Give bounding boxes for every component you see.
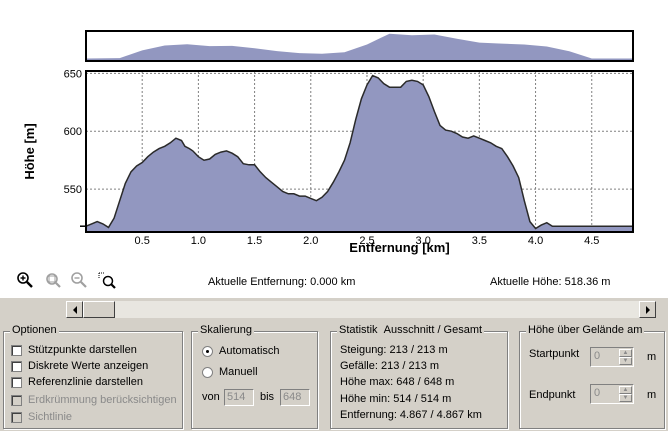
radio-label: Manuell xyxy=(219,366,258,378)
elevation-line xyxy=(85,74,633,230)
horizontal-scrollbar[interactable] xyxy=(66,301,656,318)
radio-automatic[interactable]: Automatisch xyxy=(202,345,280,357)
x-tick-label: 3.5 xyxy=(472,235,487,247)
y-axis-label: Höhe [m] xyxy=(22,123,37,179)
stat-hoehe-max: Höhe max: 648 / 648 m xyxy=(340,376,455,388)
start-point-spinner[interactable]: 0 ▲ ▼ xyxy=(590,347,634,367)
statistics-subtitle: Ausschnitt / Gesamt xyxy=(383,324,483,336)
end-point-value: 0 xyxy=(594,387,601,399)
checkbox-label: Diskrete Werte anzeigen xyxy=(28,360,149,372)
statistics-title: Statistik xyxy=(339,324,378,336)
scaling-group-title: Skalierung xyxy=(198,324,254,336)
y-tick-label: 600 xyxy=(64,126,82,138)
x-tick-label: 4.5 xyxy=(584,235,599,247)
checkbox-label: Referenzlinie darstellen xyxy=(28,376,143,388)
height-over-ground-group: Höhe über Gelände am Startpunkt 0 ▲ ▼ m E… xyxy=(519,324,665,429)
checkbox-sichtlinie: Sichtlinie xyxy=(11,411,72,423)
x-tick-label: 2.0 xyxy=(303,235,318,247)
checkbox-label: Erdkrümmung berücksichtigen xyxy=(28,394,177,406)
x-tick-label: 3.0 xyxy=(416,235,431,247)
end-unit-label: m xyxy=(647,389,657,401)
profile-chart-panel: 0.5 1.0 1.5 2.0 2.5 3.0 3.5 4.0 4.5 550 600 650 Entf… xyxy=(0,0,668,298)
x-tick-label: 4.0 xyxy=(528,235,543,247)
overview-chart[interactable] xyxy=(85,30,634,62)
checkbox-box xyxy=(11,411,22,423)
checkbox-diskrete-werte[interactable]: Diskrete Werte anzeigen xyxy=(11,360,148,372)
x-tick-label: 0.5 xyxy=(135,235,150,247)
radio-button[interactable] xyxy=(202,366,213,378)
zoom-window-icon[interactable] xyxy=(97,270,117,290)
spin-down-icon[interactable]: ▼ xyxy=(619,357,632,365)
stat-entfernung: Entfernung: 4.867 / 4.867 km xyxy=(340,409,482,421)
options-group: Optionen Stützpunkte darstellen Diskrete… xyxy=(3,324,183,429)
x-axis-label: Entfernung [km] xyxy=(349,240,449,255)
y-tick-label: 550 xyxy=(64,184,82,196)
start-point-label: Startpunkt xyxy=(529,348,580,360)
start-unit-label: m xyxy=(647,351,657,363)
main-chart[interactable]: 0.5 1.0 1.5 2.0 2.5 3.0 3.5 4.0 4.5 550 600 650 Entf… xyxy=(22,68,634,255)
from-input[interactable]: 514 xyxy=(224,389,254,406)
checkbox-stuetzpunkte[interactable]: Stützpunkte darstellen xyxy=(11,344,137,356)
statistics-group: Statistik Ausschnitt / Gesamt Steigung: … xyxy=(330,324,508,429)
options-group-title: Optionen xyxy=(10,324,59,336)
spin-up-icon[interactable]: ▲ xyxy=(619,386,632,394)
stat-hoehe-min: Höhe min: 514 / 514 m xyxy=(340,393,452,405)
spin-down-icon[interactable]: ▼ xyxy=(619,394,632,402)
from-label: von xyxy=(202,391,220,403)
end-point-label: Endpunkt xyxy=(529,389,576,401)
current-distance-label: Aktuelle Entfernung: 0.000 km xyxy=(208,276,356,288)
zoom-extent-icon[interactable] xyxy=(43,270,63,290)
radio-label: Automatisch xyxy=(219,345,280,357)
checkbox-box xyxy=(11,394,22,406)
checkbox-label: Stützpunkte darstellen xyxy=(28,344,137,356)
zoom-out-icon[interactable] xyxy=(69,270,89,290)
elevation-area xyxy=(86,75,633,232)
height-over-ground-title: Höhe über Gelände am xyxy=(526,324,645,336)
x-tick-label: 2.5 xyxy=(359,235,374,247)
checkbox-box[interactable] xyxy=(11,376,22,388)
scroll-thumb[interactable] xyxy=(83,301,115,318)
zoom-in-icon[interactable] xyxy=(15,270,35,290)
radio-button[interactable] xyxy=(202,345,213,357)
spin-up-icon[interactable]: ▲ xyxy=(619,349,632,357)
to-input[interactable]: 648 xyxy=(280,389,310,406)
scroll-left-button[interactable] xyxy=(66,301,83,318)
to-label: bis xyxy=(260,391,275,403)
y-tick-label: 650 xyxy=(64,68,82,80)
elevation-profile-chart[interactable]: 0.5 1.0 1.5 2.0 2.5 3.0 3.5 4.0 4.5 550 600 650 Entf… xyxy=(0,0,668,298)
stat-steigung: Steigung: 213 / 213 m xyxy=(340,344,448,356)
x-tick-label: 1.0 xyxy=(191,235,206,247)
checkbox-box[interactable] xyxy=(11,344,22,356)
overview-frame xyxy=(85,30,634,62)
checkbox-erdkruemmung: Erdkrümmung berücksichtigen xyxy=(11,394,177,406)
current-height-label: Aktuelle Höhe: 518.36 m xyxy=(490,276,611,288)
checkbox-referenzlinie[interactable]: Referenzlinie darstellen xyxy=(11,376,143,388)
x-tick-label: 1.5 xyxy=(247,235,262,247)
overview-area xyxy=(86,33,633,61)
scroll-right-button[interactable] xyxy=(639,301,656,318)
checkbox-box[interactable] xyxy=(11,360,22,372)
plot-frame xyxy=(85,70,634,233)
checkbox-label: Sichtlinie xyxy=(28,411,73,423)
start-point-value: 0 xyxy=(594,350,601,362)
statistics-group-title: Statistik Ausschnitt / Gesamt xyxy=(337,324,485,336)
end-point-spinner[interactable]: 0 ▲ ▼ xyxy=(590,384,634,404)
radio-manual[interactable]: Manuell xyxy=(202,366,258,378)
stat-gefaelle: Gefälle: 213 / 213 m xyxy=(340,360,440,372)
scaling-group: Skalierung Automatisch Manuell von 514 b… xyxy=(191,324,318,429)
